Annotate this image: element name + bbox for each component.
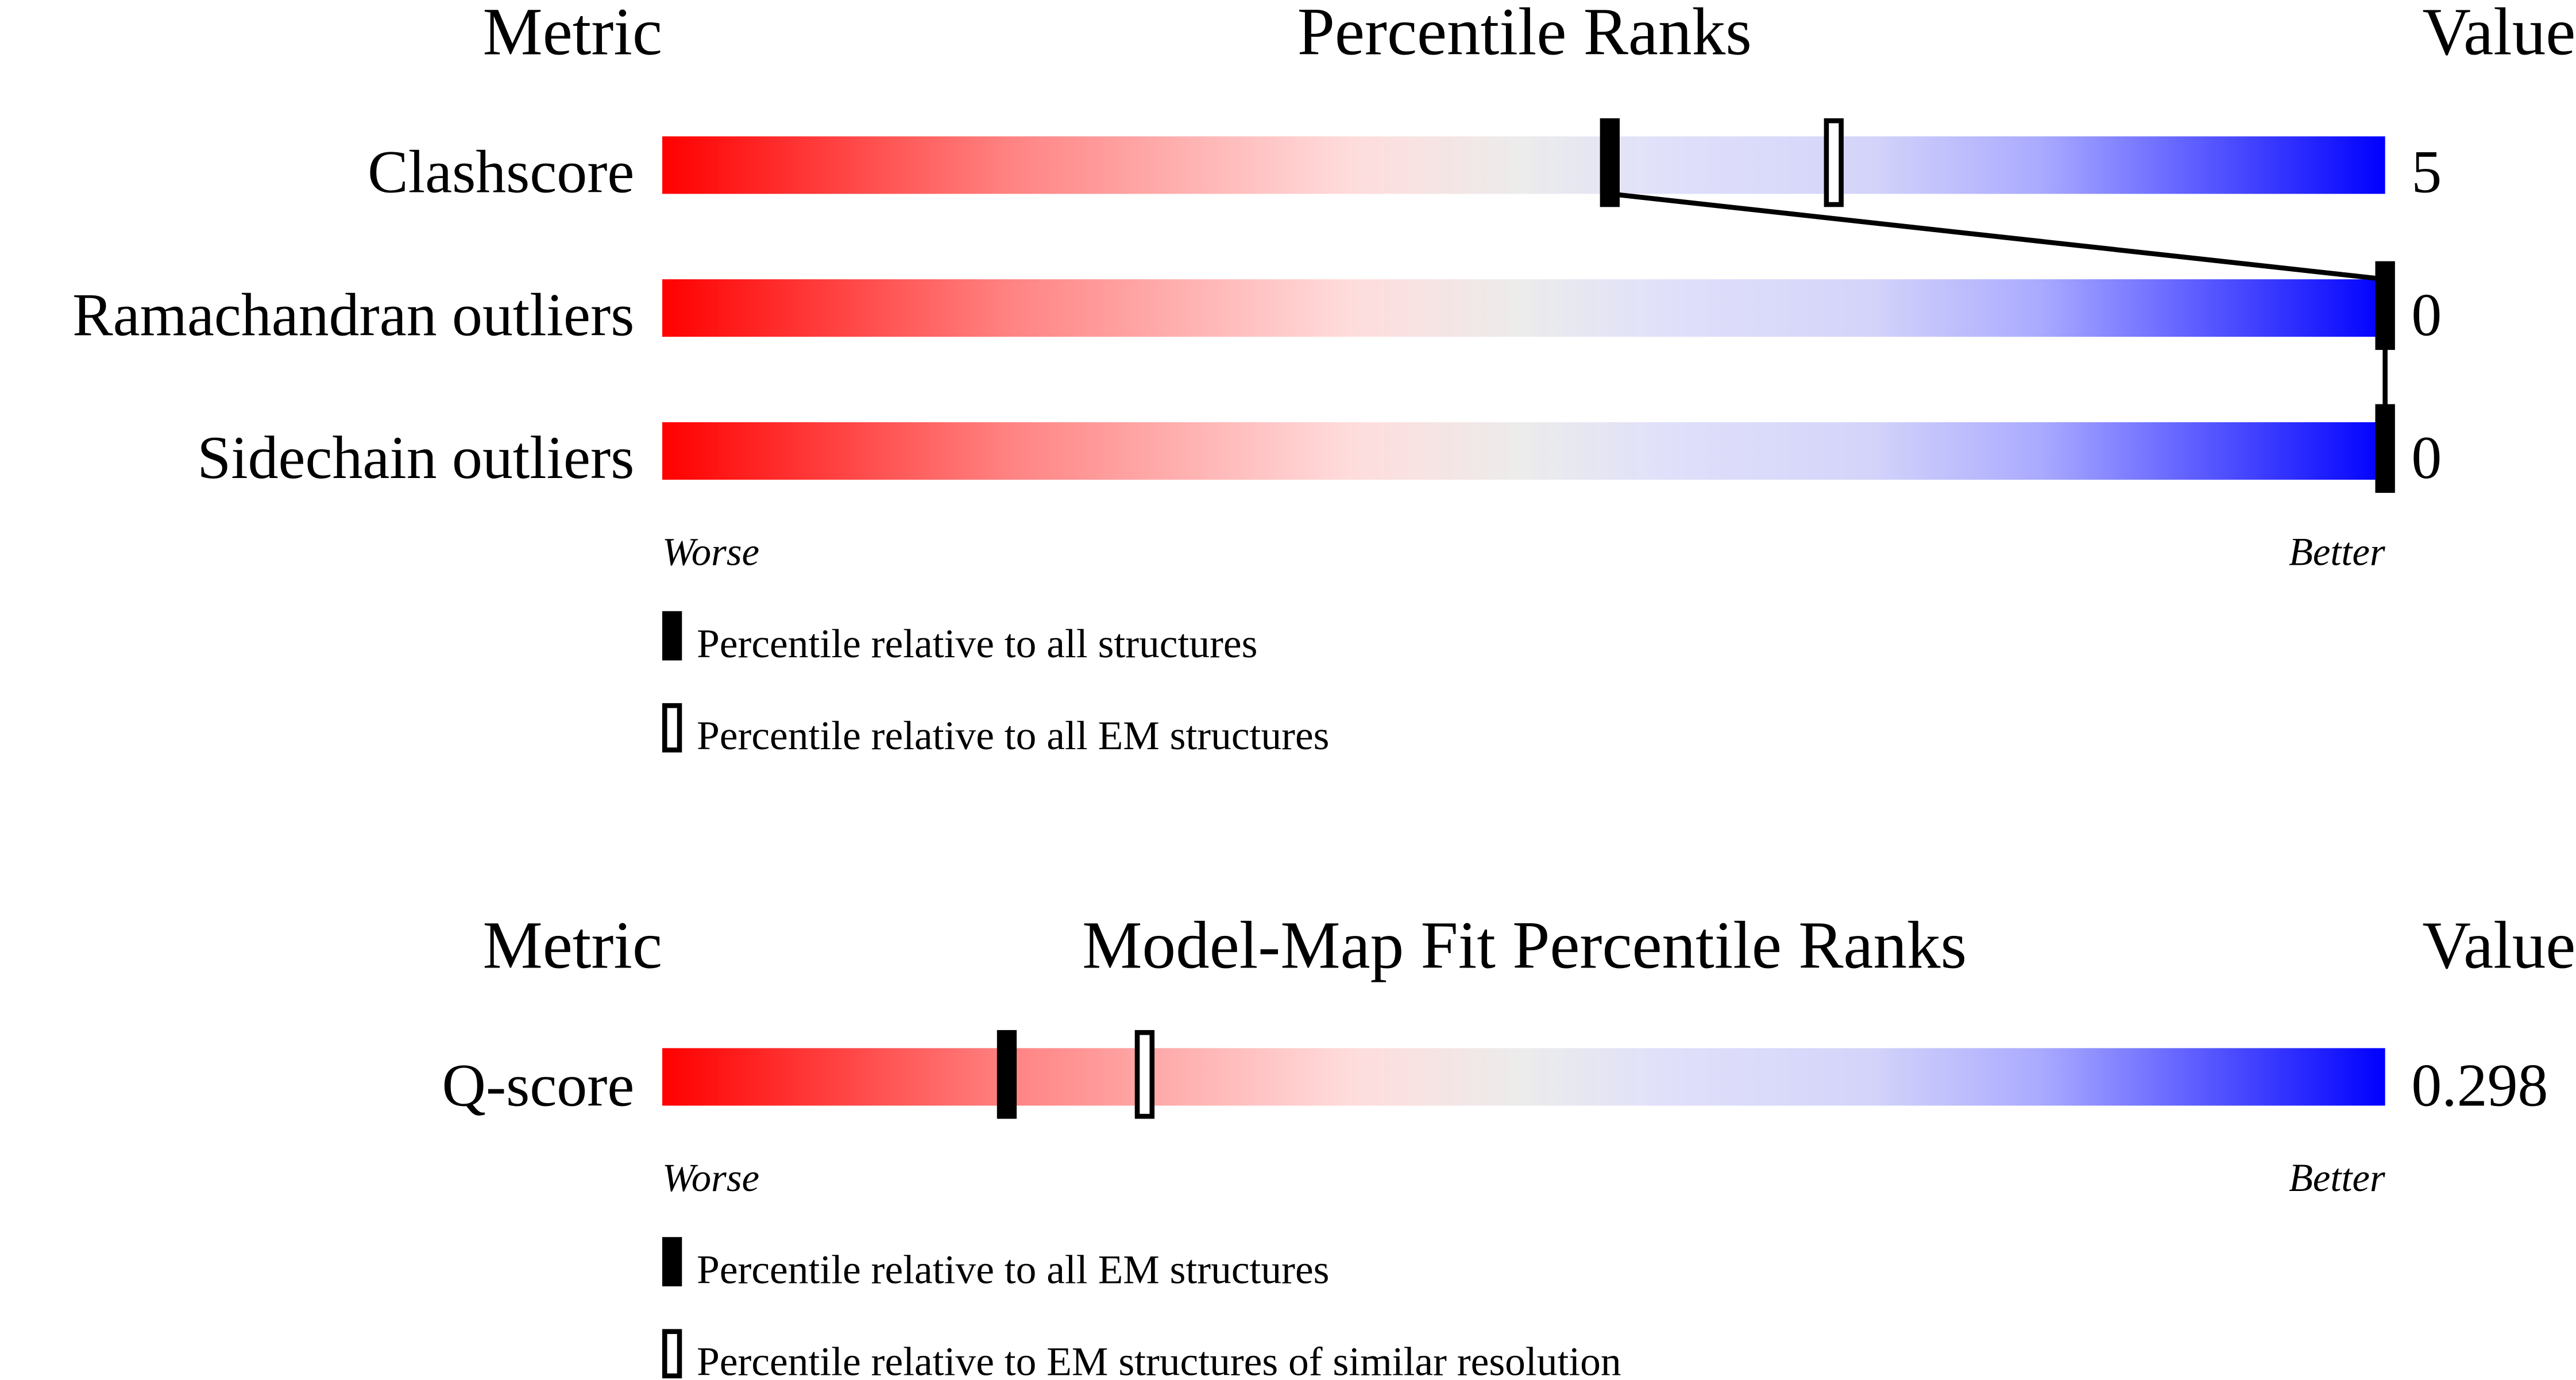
- chart-title: Percentile Ranks: [1297, 0, 1752, 69]
- metric-label: Sidechain outliers: [197, 424, 634, 491]
- axis-better-label: Better: [2289, 1156, 2385, 1200]
- header-metric: Metric: [483, 0, 663, 69]
- panel-model-map-fit: Metric Model-Map Fit Percentile Ranks Va…: [442, 908, 2576, 1380]
- gradient-bar: [662, 279, 2385, 337]
- legend-text: Percentile relative to all EM structures: [697, 1247, 1329, 1292]
- legend-text: Percentile relative to EM structures of …: [697, 1339, 1621, 1380]
- legend-filled-marker: [662, 611, 682, 661]
- metric-value: 0.298: [2411, 1051, 2548, 1119]
- metric-label: Ramachandran outliers: [72, 281, 634, 348]
- metric-value: 5: [2411, 138, 2442, 206]
- axis-worse-label: Worse: [662, 1156, 759, 1200]
- header-metric: Metric: [483, 908, 663, 982]
- gradient-bar: [662, 422, 2385, 480]
- gradient-bar: [662, 1048, 2385, 1106]
- gradient-bar: [662, 136, 2385, 194]
- metric-value: 0: [2411, 281, 2442, 348]
- percentile-em-marker: [1824, 118, 1844, 207]
- legend-text: Percentile relative to all structures: [697, 621, 1257, 666]
- metric-value: 0: [2411, 424, 2442, 491]
- header-value: Value: [2422, 0, 2575, 69]
- legend-open-marker: [662, 703, 682, 753]
- connector-line: [1609, 191, 2386, 282]
- axis-worse-label: Worse: [662, 530, 759, 574]
- markers: [997, 1030, 1155, 1119]
- legend-filled-marker: [662, 1237, 682, 1287]
- percentile-all-marker: [2375, 261, 2395, 350]
- axis-better-label: Better: [2289, 530, 2385, 574]
- legend-text: Percentile relative to all EM structures: [697, 713, 1329, 758]
- header-value: Value: [2422, 908, 2575, 982]
- percentile-all-marker: [997, 1030, 1017, 1119]
- metric-label: Clashscore: [368, 138, 634, 206]
- markers: [1600, 118, 2395, 493]
- chart-title: Model-Map Fit Percentile Ranks: [1082, 908, 1967, 982]
- percentile-em-marker: [1134, 1030, 1155, 1119]
- panel-geometry: Metric Percentile Ranks Value Clashscore…: [72, 0, 2575, 758]
- legend-open-marker: [662, 1329, 682, 1379]
- metric-label: Q-score: [442, 1051, 635, 1119]
